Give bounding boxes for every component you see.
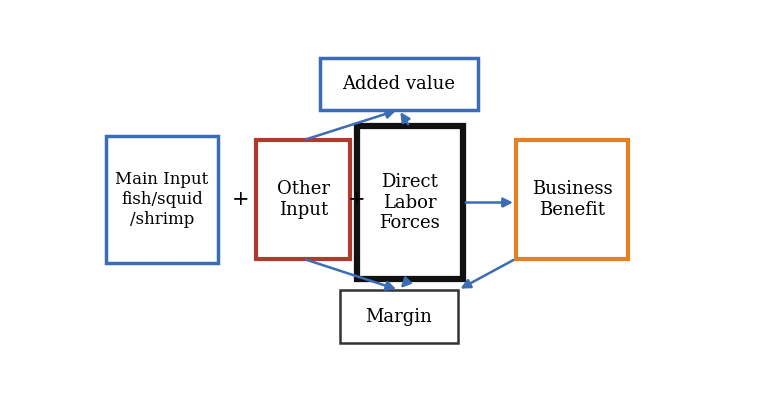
FancyBboxPatch shape xyxy=(339,290,458,343)
Text: +: + xyxy=(348,190,365,209)
Text: Margin: Margin xyxy=(365,308,432,325)
Text: +: + xyxy=(232,190,249,209)
FancyBboxPatch shape xyxy=(516,140,628,259)
FancyBboxPatch shape xyxy=(106,135,218,263)
FancyBboxPatch shape xyxy=(256,140,350,259)
Text: Other
Input: Other Input xyxy=(277,180,330,219)
Text: Main Input
fish/squid
/shrimp: Main Input fish/squid /shrimp xyxy=(115,171,209,228)
FancyBboxPatch shape xyxy=(357,126,463,278)
Text: Added value: Added value xyxy=(343,75,456,93)
Text: Business
Benefit: Business Benefit xyxy=(532,180,612,219)
FancyBboxPatch shape xyxy=(320,58,477,110)
Text: Direct
Labor
Forces: Direct Labor Forces xyxy=(379,173,440,232)
